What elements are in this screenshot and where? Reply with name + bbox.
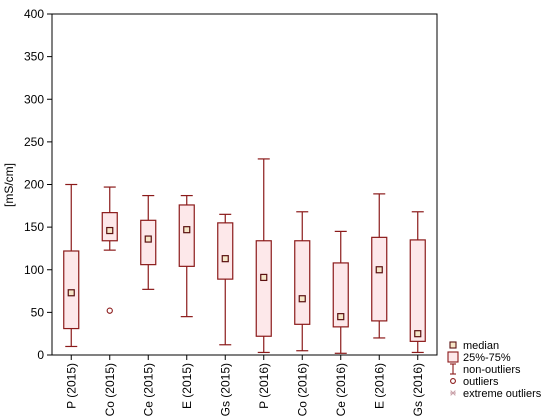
median-marker bbox=[375, 266, 383, 274]
y-tick-label: 300 bbox=[24, 92, 44, 106]
box-iqr bbox=[371, 236, 388, 322]
x-tick-label: Gs (2015) bbox=[218, 363, 232, 416]
y-tick-label: 150 bbox=[24, 220, 44, 234]
x-tick-label: P (2015) bbox=[64, 363, 78, 409]
x-tick-label: E (2016) bbox=[372, 363, 386, 409]
legend-label: median bbox=[463, 340, 499, 352]
x-tick-label: E (2015) bbox=[180, 363, 194, 409]
outlier-point bbox=[106, 307, 113, 314]
y-axis: 0 50 100 150 200 250 300 350 400 bbox=[24, 7, 52, 362]
median-marker bbox=[106, 226, 114, 235]
y-tick-label: 100 bbox=[24, 263, 44, 277]
x-tick-label: Ce (2016) bbox=[334, 363, 348, 416]
box-group bbox=[178, 194, 195, 318]
box-group bbox=[101, 186, 118, 314]
box-group bbox=[217, 213, 234, 346]
legend-label: extreme outliers bbox=[463, 388, 542, 400]
median-marker bbox=[337, 313, 345, 321]
median-marker bbox=[144, 235, 152, 243]
y-tick-label: 400 bbox=[24, 7, 44, 21]
x-tick-label: Ce (2015) bbox=[141, 363, 155, 416]
legend: median25%-75%non-outliersoutliersextreme… bbox=[447, 340, 542, 400]
box-group bbox=[371, 193, 388, 339]
box-iqr bbox=[409, 239, 426, 342]
y-tick-label: 50 bbox=[31, 305, 45, 319]
box-iqr bbox=[178, 204, 195, 267]
legend-item-extreme: extreme outliers bbox=[450, 388, 542, 400]
box-iqr bbox=[101, 212, 118, 242]
box-group bbox=[255, 158, 272, 354]
y-tick-label: 200 bbox=[24, 178, 44, 192]
legend-outlier-symbol bbox=[450, 378, 456, 384]
median-marker bbox=[414, 330, 422, 338]
y-axis-label: [mS/cm] bbox=[2, 163, 16, 207]
median-marker bbox=[183, 226, 191, 234]
y-tick-label: 0 bbox=[37, 348, 44, 362]
median-marker bbox=[67, 289, 75, 297]
median-marker bbox=[298, 295, 306, 303]
y-tick-label: 250 bbox=[24, 135, 44, 149]
box-group bbox=[63, 183, 80, 348]
median-marker bbox=[260, 273, 268, 282]
y-tick-label: 350 bbox=[24, 50, 44, 64]
legend-label: non-outliers bbox=[463, 364, 521, 376]
box-group bbox=[409, 211, 426, 354]
legend-median-symbol bbox=[449, 341, 457, 349]
x-axis: P (2015) Co (2015) Ce (2015) E (2015) Gs (20… bbox=[64, 355, 425, 416]
box-group bbox=[294, 211, 311, 352]
legend-item-median: median bbox=[449, 340, 499, 352]
legend-box-symbol bbox=[447, 351, 459, 363]
box-group bbox=[140, 194, 157, 290]
x-tick-label: Co (2015) bbox=[103, 363, 117, 416]
x-tick-label: P (2016) bbox=[257, 363, 271, 409]
box-iqr bbox=[255, 240, 272, 337]
legend-item-whisker: non-outliers bbox=[450, 363, 521, 376]
box-iqr bbox=[294, 240, 311, 325]
legend-label: outliers bbox=[463, 376, 499, 388]
x-tick-label: Co (2016) bbox=[295, 363, 309, 416]
legend-item-box: 25%-75% bbox=[447, 351, 511, 364]
x-tick-label: Gs (2016) bbox=[411, 363, 425, 416]
median-marker bbox=[221, 255, 229, 263]
boxes-group bbox=[63, 158, 426, 354]
box-iqr bbox=[332, 262, 349, 328]
legend-label: 25%-75% bbox=[463, 352, 511, 364]
box-group bbox=[332, 230, 349, 354]
box-iqr bbox=[217, 222, 234, 280]
legend-item-outlier: outliers bbox=[450, 376, 499, 388]
